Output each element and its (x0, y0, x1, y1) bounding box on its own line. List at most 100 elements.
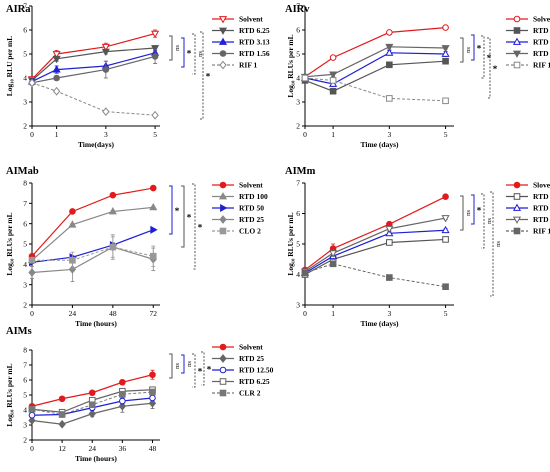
significance-bracket (181, 354, 185, 374)
data-point (53, 74, 60, 82)
y-tick-label: 2 (23, 436, 27, 445)
data-point (28, 416, 36, 425)
x-tick-label: 36 (119, 444, 127, 453)
legend-marker (219, 215, 227, 224)
series-clr-2 (28, 388, 156, 418)
significance-label: ns (174, 363, 181, 369)
chart-title: AIMm (285, 166, 316, 177)
data-point (28, 411, 36, 419)
series-line (31, 52, 156, 83)
series-line (31, 229, 154, 263)
y-tick-label: 7 (296, 2, 300, 11)
data-point (109, 191, 117, 199)
data-point (149, 371, 156, 379)
legend-marker (219, 343, 227, 351)
data-point (301, 269, 309, 277)
series-line (304, 46, 446, 78)
chart-panel-aimab: AIMab 2 3 4 5 6 7 8 0 24 48 72 Time (hours) Log₁₀ RLU… (5, 166, 268, 328)
y-tick-label: 7 (23, 361, 27, 370)
data-point (58, 395, 66, 403)
series-line (304, 196, 446, 271)
y-tick-label: 6 (23, 219, 27, 228)
data-point (28, 78, 36, 88)
data-point (149, 202, 158, 211)
legend-marker (513, 27, 521, 34)
legend-marker (513, 227, 521, 235)
legend-label: CLO 2 (239, 227, 261, 236)
series-rif-1 (301, 74, 449, 105)
x-tick-label: 5 (444, 309, 448, 318)
chart-title: AIRa (6, 4, 31, 15)
significance-label: * (207, 365, 212, 375)
data-point (386, 29, 393, 36)
x-tick-label: 24 (69, 309, 77, 318)
data-point (442, 97, 449, 105)
series-line (32, 246, 154, 261)
significance-label: ns (186, 361, 193, 367)
data-point (442, 193, 449, 201)
data-point (52, 51, 61, 59)
series-line (304, 229, 446, 274)
legend-marker (512, 216, 522, 224)
series-clo-2 (28, 236, 157, 269)
chart-title: AIMs (6, 326, 32, 337)
significance-label: * (187, 49, 192, 59)
legend-label: RTD 3.13 (533, 38, 550, 47)
legend-label: RIF 1 (239, 61, 258, 70)
series-line (31, 246, 154, 274)
significance-bracket (181, 185, 185, 248)
data-point (150, 225, 158, 234)
significance-bracket (490, 191, 494, 297)
y-tick-label: 3 (23, 280, 27, 289)
legend-label: Solvent (239, 181, 263, 190)
significance-label: * (477, 206, 482, 216)
significance-label: * (187, 213, 192, 223)
y-tick-label: 4 (23, 74, 27, 83)
y-axis-label: Log₁₀ RLUs per mL (5, 363, 14, 426)
y-tick-label: 3 (23, 421, 27, 430)
legend-label: RTD 6.25 (533, 26, 550, 35)
data-point (442, 236, 449, 243)
legend-label: Solvent (533, 15, 550, 24)
series-line (304, 77, 446, 102)
y-tick-label: 4 (296, 74, 300, 83)
series-line (304, 27, 446, 78)
legend-marker (218, 192, 228, 200)
data-point (385, 48, 394, 56)
legend-label: RTD 6.25 (239, 26, 270, 35)
y-tick-label: 8 (23, 346, 27, 355)
y-tick-label: 7 (296, 179, 300, 188)
x-axis-label: Time (days) (361, 140, 399, 149)
data-point (69, 256, 76, 264)
significance-label: ns (495, 241, 502, 247)
legend-marker (512, 37, 522, 45)
series-rtd-3-13 (300, 48, 450, 87)
data-point (68, 220, 77, 228)
series-line (31, 47, 156, 81)
significance-label: * (487, 53, 492, 63)
legend-marker (513, 61, 521, 69)
legend-label: RTD 3.13 (239, 38, 270, 47)
legend-label: RIF 1 (533, 227, 550, 236)
chart-title: AIRv (285, 4, 310, 15)
series-rtd-6-25 (301, 57, 449, 95)
significance-bracket (192, 33, 196, 75)
x-axis-label: Time (hours) (75, 319, 117, 328)
significance-label: * (198, 223, 203, 233)
significance-bracket (201, 351, 205, 386)
x-axis-label: Time(days) (78, 140, 115, 149)
legend-label: RIF 1 (533, 61, 550, 70)
series-rif-1 (301, 260, 449, 290)
legend-label: Slovent (533, 181, 550, 190)
y-tick-label: 5 (296, 240, 300, 249)
data-point (149, 184, 157, 192)
data-point (119, 397, 126, 405)
y-tick-label: 6 (23, 376, 27, 385)
x-tick-label: 0 (303, 309, 307, 318)
data-point (386, 239, 393, 246)
significance-label: * (477, 44, 482, 54)
data-point (385, 43, 394, 52)
y-tick-label: 5 (23, 240, 27, 249)
x-tick-label: 24 (88, 444, 96, 453)
significance-bracket (471, 194, 475, 225)
